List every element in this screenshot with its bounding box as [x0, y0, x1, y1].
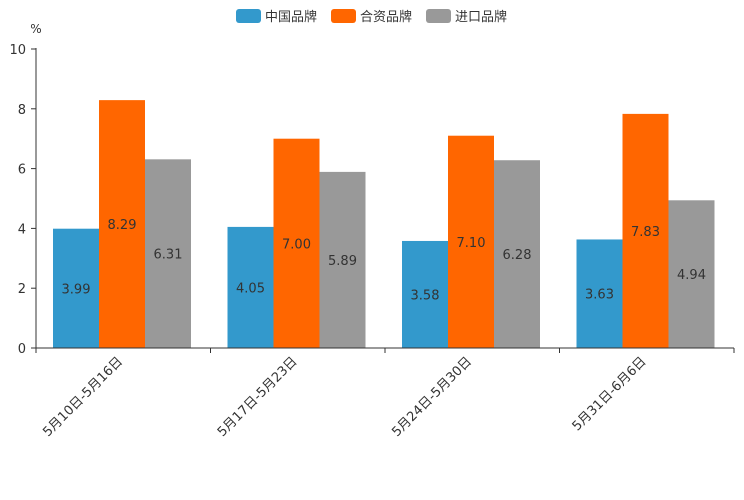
bar-label-2-1: 7.10	[457, 236, 486, 251]
bar-0-2[interactable]	[145, 159, 191, 348]
bar-label-1-0: 4.05	[236, 281, 265, 296]
bar-3-1[interactable]	[622, 113, 669, 349]
bar-1-2[interactable]	[319, 171, 366, 348]
y-tick-label-1: 2	[18, 282, 26, 297]
bar-3-2[interactable]	[668, 200, 715, 348]
x-axis: 5月10日-5月16日 5月17日-5月23日 5月24日-5月30日 5月31日-6…	[35, 347, 735, 440]
bar-label-2-0: 3.58	[411, 288, 440, 303]
bar-label-1-2: 5.89	[328, 254, 357, 269]
y-axis-unit-label: %	[30, 22, 41, 36]
bars	[53, 100, 715, 349]
y-axis: 0 2 4 6 8 10	[9, 43, 37, 357]
bar-1-0[interactable]	[227, 226, 274, 348]
bar-label-3-2: 4.94	[677, 268, 706, 283]
legend-label-0: 中国品牌	[265, 9, 317, 25]
bar-label-0-1: 8.29	[108, 218, 137, 233]
x-tick-label-3: 5月31日-6月6日	[570, 354, 650, 434]
bar-1-1[interactable]	[273, 138, 320, 348]
legend-swatch-1[interactable]	[331, 9, 356, 23]
y-tick-label-4: 8	[18, 103, 26, 118]
bar-label-3-1: 7.83	[631, 225, 660, 240]
y-tick-label-2: 4	[18, 222, 26, 237]
legend-label-1: 合资品牌	[360, 9, 412, 25]
bar-label-0-2: 6.31	[154, 248, 183, 263]
bar-label-0-0: 3.99	[62, 282, 91, 297]
y-tick-label-5: 10	[9, 43, 26, 58]
bar-label-1-1: 7.00	[282, 237, 311, 252]
x-tick-label-1: 5月17日-5月23日	[215, 354, 301, 440]
legend-swatch-0[interactable]	[236, 9, 261, 23]
bar-label-2-2: 6.28	[503, 248, 532, 263]
y-tick-label-0: 0	[18, 342, 26, 357]
bar-labels: 3.99 8.29 6.31 4.05 7.00 5.89 3.58 7.10 6.28 3.63…	[62, 218, 706, 303]
legend-label-2: 进口品牌	[455, 9, 507, 25]
y-tick-label-3: 6	[18, 163, 26, 178]
bar-2-2[interactable]	[494, 160, 540, 348]
bar-2-1[interactable]	[448, 135, 494, 348]
bar-0-0[interactable]	[53, 228, 99, 348]
bar-3-0[interactable]	[576, 239, 623, 348]
x-tick-label-2: 5月24日-5月30日	[389, 354, 475, 440]
legend-swatch-2[interactable]	[426, 9, 451, 23]
bar-label-3-0: 3.63	[585, 288, 614, 303]
x-tick-label-0: 5月10日-5月16日	[40, 354, 126, 440]
legend: 中国品牌 合资品牌 进口品牌	[236, 9, 507, 25]
bar-0-1[interactable]	[99, 100, 145, 348]
bar-2-0[interactable]	[402, 240, 448, 348]
